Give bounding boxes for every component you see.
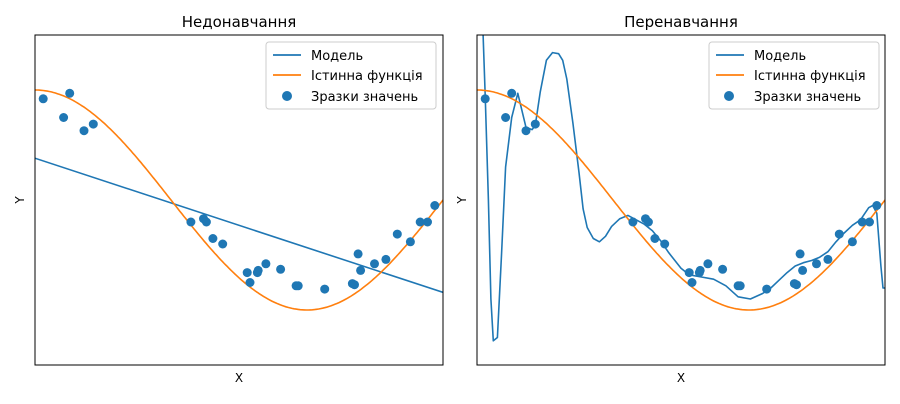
sample-point — [865, 217, 874, 227]
legend-box — [265, 41, 437, 110]
sample-point — [521, 126, 531, 136]
legend-samples-swatch — [282, 91, 292, 101]
sample-point — [507, 88, 517, 98]
sample-point — [650, 234, 660, 243]
legend-samples-swatch — [724, 91, 734, 101]
axes-frame — [476, 34, 886, 366]
chart-title: Перенавчання — [624, 13, 738, 31]
sample-point — [276, 264, 286, 274]
sample-point — [242, 268, 252, 278]
sample-point — [628, 217, 638, 227]
chart-title: Недонавчання — [182, 13, 297, 31]
sample-point — [350, 280, 359, 290]
sample-point — [660, 239, 670, 249]
sample-point — [59, 113, 69, 122]
subplot-overfitting: Перенавчання X Y Модель Істинна функція … — [455, 13, 886, 385]
sample-point — [208, 234, 218, 243]
sample-point — [812, 259, 821, 269]
sample-point — [687, 278, 697, 287]
sample-point — [218, 239, 228, 249]
sample-point — [684, 268, 694, 278]
sample-point — [392, 229, 402, 239]
legend-model-label: Модель — [754, 49, 806, 64]
sample-point — [370, 259, 379, 269]
sample-point — [201, 217, 211, 227]
sample-point — [735, 281, 745, 291]
sample-point — [798, 265, 808, 275]
sample-point — [795, 249, 805, 259]
sample-point — [703, 259, 713, 269]
x-axis-label: X — [235, 371, 243, 385]
sample-point — [872, 201, 882, 210]
subplot-underfitting: Недонавчання X Y Модель Істинна функція … — [13, 13, 444, 385]
axes-frame — [34, 34, 444, 366]
sample-point — [643, 217, 653, 227]
sample-point — [501, 113, 511, 122]
sample-point — [253, 265, 263, 275]
model-line — [482, 35, 885, 342]
legend-model-label: Модель — [311, 49, 363, 64]
sample-point — [480, 94, 490, 104]
sample-point — [823, 254, 833, 264]
legend-box — [708, 41, 880, 110]
sample-point — [762, 284, 772, 294]
sample-point — [405, 237, 415, 247]
sample-point — [353, 249, 363, 259]
sample-point — [381, 254, 391, 264]
sample-point — [293, 281, 303, 291]
sample-point — [186, 217, 196, 227]
sample-point — [261, 259, 271, 269]
sample-point — [65, 88, 75, 98]
legend-true-function-label: Істинна функція — [311, 69, 423, 84]
model-line — [35, 157, 443, 294]
true-function-line — [35, 89, 443, 311]
y-axis-label: Y — [455, 196, 469, 205]
sample-point — [695, 265, 705, 275]
sample-point — [857, 217, 867, 227]
plot-area — [477, 35, 885, 342]
sample-point — [356, 265, 366, 275]
legend-samples-label: Зразки значень — [311, 90, 418, 105]
x-axis-label: X — [677, 371, 685, 385]
legend: Модель Істинна функція Зразки значень — [708, 41, 880, 110]
legend: Модель Істинна функція Зразки значень — [265, 41, 437, 110]
legend-samples-label: Зразки значень — [754, 90, 861, 105]
sample-point — [38, 94, 48, 104]
plot-area — [35, 88, 443, 311]
sample-point — [423, 217, 432, 227]
sample-point — [792, 280, 801, 290]
true-function-line — [477, 89, 885, 311]
sample-point — [847, 237, 857, 247]
legend-true-function-label: Істинна функція — [754, 69, 866, 84]
sample-point — [530, 119, 540, 129]
sample-point — [79, 126, 89, 136]
sample-point — [88, 119, 98, 129]
sample-point — [718, 264, 728, 274]
sample-point — [415, 217, 425, 227]
sample-point — [245, 278, 255, 287]
sample-point — [320, 284, 330, 294]
sample-point — [430, 201, 440, 210]
sample-point — [834, 229, 844, 239]
y-axis-label: Y — [13, 196, 27, 205]
